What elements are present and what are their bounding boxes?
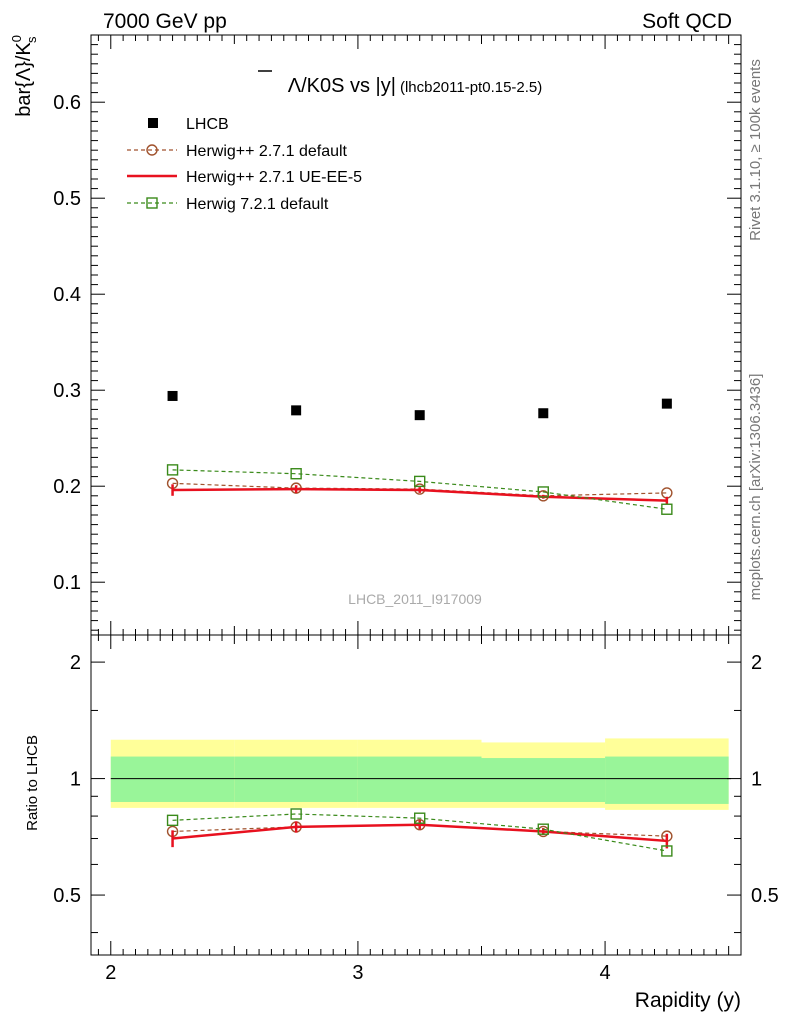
header-left: 7000 GeV pp — [103, 10, 227, 33]
series-marks — [166, 390, 673, 857]
marker-herwig7-default-ratio — [414, 812, 426, 824]
x-axis-label: Rapidity (y) — [635, 989, 741, 1012]
ratio-tick-label-right: 1 — [751, 769, 762, 791]
legend-marker-herwig7-default — [146, 197, 158, 209]
legend-marker-herwigpp-default — [146, 144, 158, 156]
marker-herwig7-default-ratio — [290, 808, 302, 820]
mcplots-label: mcplots.cern.ch [arXiv:1306.3436] — [747, 374, 764, 601]
y-tick-labels: 0.1 0.2 0.3 0.4 0.5 0.6 — [53, 92, 81, 594]
marker-herwig7-default-main — [414, 475, 426, 488]
title-main: /K0S vs |y| — [301, 75, 396, 97]
legend-marker-lhcb — [148, 118, 158, 128]
marker-herwig7-default-main — [661, 503, 673, 515]
y-tick-label: 0.1 — [53, 572, 81, 594]
data-point-lhcb — [414, 410, 425, 421]
ratio-tick-labels: 0.5 1 2 0.5 1 2 — [53, 652, 779, 907]
marker-herwig7-default-ratio — [661, 845, 673, 857]
series-line-herwig7-default-main — [172, 469, 667, 510]
ratio-band-inner — [605, 756, 729, 804]
ratio-tick-label-left: 0.5 — [53, 885, 81, 907]
y-tick-label: 0.3 — [53, 380, 81, 402]
y-axis-label-main: bar{Λ}/K — [13, 42, 35, 117]
marker-herwig7-default-main — [166, 464, 179, 476]
data-point-lhcb — [291, 405, 302, 416]
axis-ticks — [91, 35, 742, 955]
title-sub: (lhcb2011-pt0.15-2.5) — [400, 79, 542, 96]
svg-text:Λ/K0S vs |y|(lhcb2011-pt0.15-2: Λ/K0S vs |y| (lhcb2011-pt0.15-2.5) — [288, 75, 543, 97]
y-axis-label-sub: s — [24, 36, 39, 43]
ratio-tick-label-right: 2 — [751, 652, 762, 674]
title-overline-char: Λ — [288, 75, 302, 97]
y-tick-label: 0.4 — [53, 284, 81, 306]
ratio-axis-label: Ratio to LHCB — [24, 735, 41, 831]
legend-label-herwigpp-default: Herwig++ 2.7.1 default — [186, 143, 348, 160]
ratio-plot-frame — [90, 634, 742, 956]
data-point-lhcb — [167, 390, 178, 401]
data-point-lhcb — [661, 398, 672, 409]
ratio-tick-label-right: 0.5 — [751, 885, 779, 907]
rivet-label: Rivet 3.1.10, ≥ 100k events — [747, 59, 764, 241]
legend-label-lhcb: LHCB — [186, 116, 229, 133]
ratio-band-inner — [481, 758, 606, 802]
series-line-herwig7-default-ratio — [172, 813, 667, 852]
y-tick-label: 0.2 — [53, 476, 81, 498]
ratio-band-inner — [110, 756, 235, 802]
legend-label-herwigpp-ueee5: Herwig++ 2.7.1 UE-EE-5 — [186, 169, 362, 186]
y-axis-label: bar{Λ}/K0s — [9, 35, 39, 117]
x-tick-labels: 2 3 4 — [105, 962, 610, 984]
analysis-watermark: LHCB_2011_I917009 — [348, 591, 482, 607]
marker-herwig7-default-main — [537, 486, 549, 498]
x-tick-label: 4 — [600, 962, 611, 984]
legend-label-herwig7-default: Herwig 7.2.1 default — [186, 196, 329, 213]
marker-herwig7-default-ratio — [166, 814, 179, 827]
ratio-tick-label-left: 1 — [70, 769, 81, 791]
legend: LHCB Herwig++ 2.7.1 default Herwig++ 2.7… — [127, 116, 362, 213]
ratio-bands — [110, 738, 731, 810]
ratio-band-inner — [234, 756, 358, 802]
y-axis-label-sup: 0 — [9, 35, 24, 42]
marker-herwig7-default-ratio — [537, 823, 549, 835]
ratio-tick-label-left: 2 — [70, 652, 81, 674]
marker-herwig7-default-main — [290, 468, 302, 480]
ratio-band-inner — [357, 756, 482, 802]
y-tick-label: 0.6 — [53, 92, 81, 114]
header-right: Soft QCD — [642, 10, 732, 33]
x-tick-label: 2 — [105, 962, 116, 984]
x-tick-label: 3 — [352, 962, 363, 984]
plot-title: Λ/K0S vs |y| (lhcb2011-pt0.15-2.5) — [258, 70, 543, 97]
svg-text:bar{Λ}/K0s: bar{Λ}/K0s — [9, 35, 39, 117]
y-tick-label: 0.5 — [53, 188, 81, 210]
data-point-lhcb — [538, 408, 549, 419]
